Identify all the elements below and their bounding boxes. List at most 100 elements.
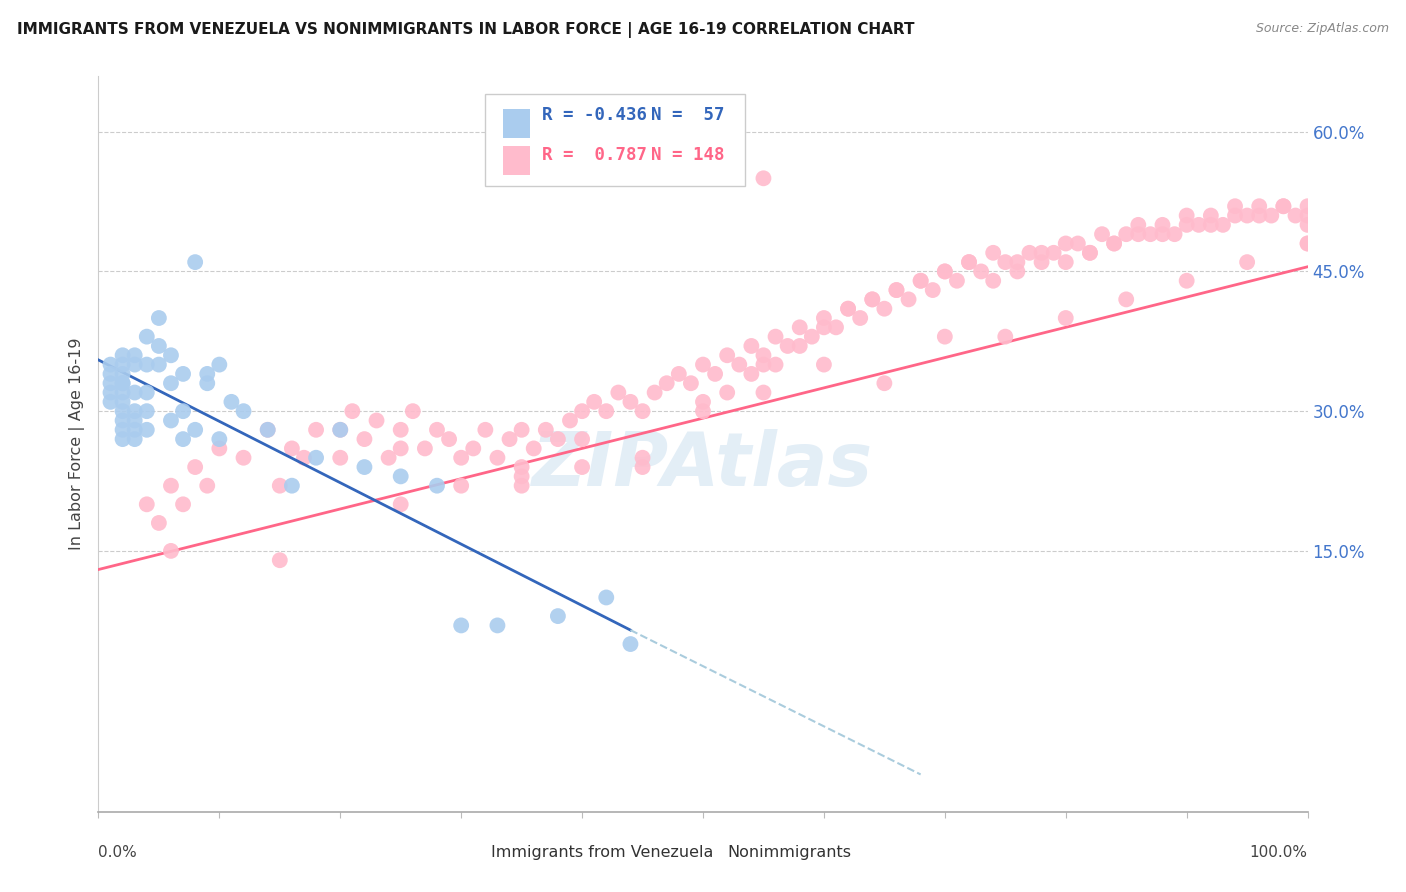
Point — [195, 478, 218, 492]
Point — [607, 385, 630, 400]
Point — [172, 497, 194, 511]
Point — [292, 450, 315, 465]
Point — [1152, 227, 1174, 242]
Point — [1296, 209, 1319, 223]
Point — [547, 609, 569, 624]
Point — [910, 274, 932, 288]
Point — [571, 460, 593, 475]
Point — [1175, 274, 1198, 288]
Point — [1163, 227, 1185, 242]
Point — [957, 255, 980, 269]
Point — [800, 329, 823, 343]
Point — [353, 460, 375, 475]
Text: IMMIGRANTS FROM VENEZUELA VS NONIMMIGRANTS IN LABOR FORCE | AGE 16-19 CORRELATIO: IMMIGRANTS FROM VENEZUELA VS NONIMMIGRAN… — [17, 22, 914, 38]
Point — [135, 358, 157, 372]
Point — [1018, 245, 1040, 260]
Point — [281, 478, 304, 492]
Point — [813, 358, 835, 372]
Point — [426, 423, 449, 437]
Point — [692, 404, 714, 418]
Point — [111, 395, 134, 409]
Point — [111, 413, 134, 427]
Point — [269, 553, 291, 567]
Point — [716, 348, 738, 362]
Point — [886, 283, 908, 297]
Point — [970, 264, 993, 278]
Point — [450, 450, 472, 465]
Point — [160, 376, 183, 391]
Point — [208, 432, 231, 446]
Text: ZIPAtlas: ZIPAtlas — [533, 429, 873, 502]
Point — [426, 478, 449, 492]
Point — [692, 358, 714, 372]
Point — [100, 358, 122, 372]
Point — [1212, 218, 1234, 232]
Text: N = 148: N = 148 — [651, 145, 724, 164]
Point — [111, 367, 134, 381]
Point — [1139, 227, 1161, 242]
Point — [124, 413, 146, 427]
Point — [305, 450, 328, 465]
Point — [860, 293, 883, 307]
Point — [305, 423, 328, 437]
Point — [1175, 218, 1198, 232]
Point — [571, 404, 593, 418]
Y-axis label: In Labor Force | Age 16-19: In Labor Force | Age 16-19 — [69, 337, 84, 550]
Point — [716, 385, 738, 400]
Point — [946, 274, 969, 288]
Point — [389, 423, 412, 437]
Text: Nonimmigrants: Nonimmigrants — [727, 846, 851, 861]
Point — [1152, 218, 1174, 232]
Point — [100, 376, 122, 391]
Point — [1128, 218, 1150, 232]
Point — [111, 423, 134, 437]
Point — [534, 423, 557, 437]
Point — [498, 432, 520, 446]
Text: 100.0%: 100.0% — [1250, 845, 1308, 860]
Point — [510, 460, 533, 475]
Point — [329, 423, 352, 437]
Point — [256, 423, 278, 437]
Point — [172, 404, 194, 418]
Point — [994, 329, 1017, 343]
Point — [389, 469, 412, 483]
Point — [100, 385, 122, 400]
Point — [583, 395, 606, 409]
Point — [329, 450, 352, 465]
Point — [124, 404, 146, 418]
Point — [510, 469, 533, 483]
Point — [486, 618, 509, 632]
Point — [571, 432, 593, 446]
Point — [752, 358, 775, 372]
Point — [160, 544, 183, 558]
Point — [124, 423, 146, 437]
Point — [631, 404, 654, 418]
Point — [1091, 227, 1114, 242]
Point — [1272, 199, 1295, 213]
Point — [837, 301, 859, 316]
Point — [111, 404, 134, 418]
Point — [765, 358, 787, 372]
Point — [692, 395, 714, 409]
Point — [1249, 209, 1271, 223]
FancyBboxPatch shape — [456, 844, 485, 868]
Point — [1236, 255, 1258, 269]
Point — [886, 283, 908, 297]
Point — [135, 423, 157, 437]
Point — [813, 311, 835, 326]
Point — [510, 423, 533, 437]
Point — [595, 404, 617, 418]
Point — [934, 329, 956, 343]
Point — [1249, 199, 1271, 213]
Text: R = -0.436: R = -0.436 — [543, 106, 647, 124]
Point — [1078, 245, 1101, 260]
Point — [437, 432, 460, 446]
Point — [981, 245, 1004, 260]
Point — [232, 404, 254, 418]
Point — [849, 311, 872, 326]
FancyBboxPatch shape — [690, 844, 721, 868]
Point — [208, 442, 231, 456]
Point — [510, 478, 533, 492]
Point — [813, 320, 835, 334]
Point — [172, 432, 194, 446]
